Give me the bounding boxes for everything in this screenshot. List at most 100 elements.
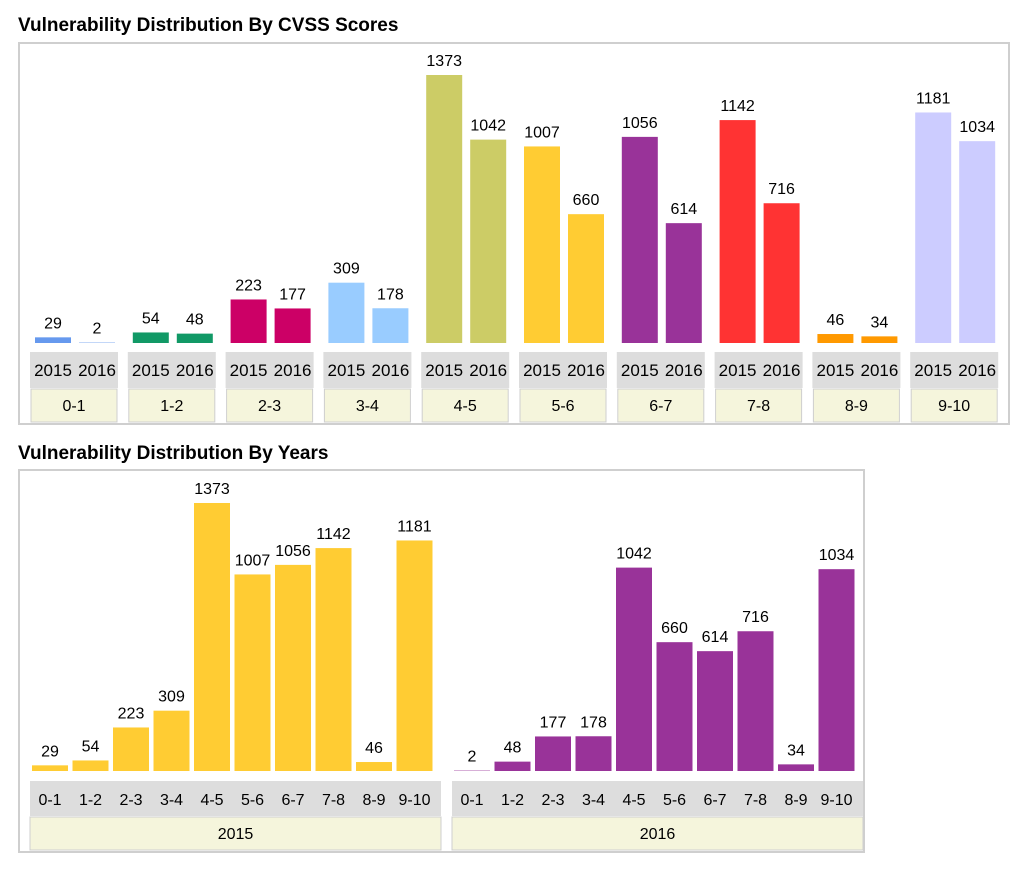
category-tick-label: 5-6: [663, 792, 686, 809]
category-tick-label: 4-5: [200, 792, 223, 809]
data-label: 48: [504, 740, 522, 757]
bar-3-4-2016: [372, 308, 409, 343]
year-tick-label: 2015: [719, 361, 757, 380]
data-label: 46: [827, 312, 845, 329]
year-tick-label: 2015: [621, 361, 659, 380]
year-tick-label: 2015: [816, 361, 854, 380]
category-tick-label: 0-1: [460, 792, 483, 809]
category-tick-label: 4-5: [622, 792, 645, 809]
category-tick-label: 3-4: [356, 398, 379, 415]
bar-2015-1-2: [72, 760, 109, 771]
bar-2016-1-2: [494, 761, 531, 771]
year-tick-label: 2015: [230, 361, 268, 380]
category-cell-bg: [715, 388, 803, 423]
bar-2016-4-5: [616, 567, 652, 771]
data-label: 1007: [235, 552, 271, 569]
category-tick-label: 0-1: [38, 792, 61, 809]
cvss-chart: 29 2 2015 2016 0-1 54 48 2015 2016 1-2 223 177 2015 2…: [30, 53, 999, 423]
bar-2016-6-7: [697, 651, 733, 771]
category-tick-label: 8-9: [784, 792, 807, 809]
bar-2016-9-10: [818, 569, 855, 771]
data-label: 614: [670, 201, 697, 218]
category-tick-label: 5-6: [241, 792, 264, 809]
data-label: 48: [186, 312, 204, 329]
category-tick-label: 1-2: [501, 792, 524, 809]
year-tick-label: 2016: [78, 361, 116, 380]
category-tick-label: 6-7: [703, 792, 726, 809]
category-cell-bg: [519, 388, 607, 423]
category-header-bg: [452, 781, 863, 816]
bar-5-6-2016: [568, 214, 604, 343]
year-header-bg: [714, 352, 803, 388]
data-label: 1056: [275, 543, 311, 560]
data-label: 29: [44, 315, 62, 332]
data-label: 34: [787, 742, 805, 759]
category-tick-label: 9-10: [938, 398, 970, 415]
category-cell-bg: [812, 388, 900, 423]
category-cell-bg: [421, 388, 509, 423]
year-tick-label: 2016: [763, 361, 801, 380]
bar-8-9-2015: [817, 334, 854, 343]
bar-2015-5-6: [234, 574, 271, 771]
year-tick-label: 2016: [176, 361, 214, 380]
data-label: 2: [468, 749, 477, 766]
bar-2015-9-10: [396, 540, 433, 771]
data-label: 54: [142, 310, 160, 327]
bar-2016-2-3: [535, 736, 571, 771]
year-tick-label: 2016: [958, 361, 996, 380]
category-tick-label: 2-3: [541, 792, 564, 809]
data-label: 178: [580, 714, 607, 731]
data-label: 178: [377, 286, 404, 303]
year-header-bg: [127, 352, 216, 388]
category-tick-label: 0-1: [62, 398, 85, 415]
cvss-chart-panel: 29 2 2015 2016 0-1 54 48 2015 2016 1-2 223 177 2015 2…: [18, 42, 1010, 425]
category-cell-bg: [617, 388, 705, 423]
data-label: 1142: [720, 98, 755, 115]
data-label: 34: [871, 314, 889, 331]
year-header-bg: [519, 352, 607, 388]
bar-2015-8-9: [356, 762, 392, 771]
data-label: 1007: [524, 124, 560, 141]
data-label: 46: [365, 740, 383, 757]
data-label: 223: [118, 705, 145, 722]
year-header-bg: [421, 352, 510, 388]
data-label: 223: [235, 277, 262, 294]
bar-6-7-2016: [665, 223, 702, 343]
data-label: 2: [93, 321, 102, 338]
category-tick-label: 1-2: [160, 398, 183, 415]
bar-2015-4-5: [194, 503, 230, 771]
data-label: 177: [279, 286, 306, 303]
bar-7-8-2016: [763, 203, 800, 343]
years-chart: 29 0-1 54 1-2 223 2-3 309 3-4 1373 4-5 1007 5-6 1056…: [29, 481, 864, 851]
category-tick-label: 8-9: [362, 792, 385, 809]
category-tick-label: 7-8: [747, 398, 770, 415]
data-label: 1373: [194, 481, 230, 498]
category-tick-label: 3-4: [160, 792, 183, 809]
year-header-bg: [910, 352, 999, 388]
data-label: 614: [702, 629, 729, 646]
bar-4-5-2016: [470, 139, 507, 343]
data-label: 1042: [616, 546, 652, 563]
cvss-chart-title: Vulnerability Distribution By CVSS Score…: [18, 15, 399, 36]
category-tick-label: 1-2: [79, 792, 102, 809]
bar-9-10-2016: [959, 141, 996, 343]
year-tick-label: 2015: [132, 361, 170, 380]
bar-5-6-2015: [524, 146, 560, 343]
year-tick-label: 2016: [567, 361, 605, 380]
data-label: 54: [82, 738, 100, 755]
year-tick-label: 2015: [914, 361, 952, 380]
category-tick-label: 4-5: [454, 398, 477, 415]
category-tick-label: 5-6: [551, 398, 574, 415]
bar-2-3-2016: [274, 308, 311, 343]
category-tick-label: 6-7: [649, 398, 672, 415]
year-tick-label: 2015: [523, 361, 561, 380]
year-tick-label: 2016: [371, 361, 409, 380]
years-chart-title: Vulnerability Distribution By Years: [18, 443, 329, 464]
data-label: 1181: [916, 90, 951, 107]
year-cell-bg: [29, 816, 442, 851]
year-tick-label: 2015: [327, 361, 365, 380]
category-cell-bg: [323, 388, 411, 423]
year-tick-label: 2016: [274, 361, 312, 380]
year-cell-bg: [451, 816, 864, 851]
bar-2015-2-3: [113, 727, 149, 771]
